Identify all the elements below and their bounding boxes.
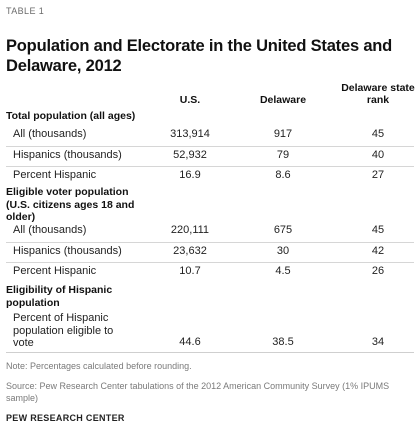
cell-rank: 45 [371, 128, 385, 140]
row-divider [6, 262, 414, 263]
organization-credit: PEW RESEARCH CENTER [6, 413, 125, 423]
column-header-us: U.S. [179, 94, 201, 106]
section-heading-eligibility: Eligibility of Hispanic population [6, 284, 113, 309]
cell-delaware: 79 [276, 149, 290, 161]
row-label: Percent of Hispanic population eligible … [13, 312, 114, 349]
cell-rank: 34 [371, 336, 385, 348]
cell-us: 220,111 [170, 224, 210, 236]
row-label: Percent Hispanic [13, 169, 97, 181]
row-label: Hispanics (thousands) [13, 149, 122, 161]
section-heading-total-population: Total population (all ages) [6, 110, 136, 122]
table-row: Hispanics (thousands) 52,932 79 40 [0, 146, 420, 166]
cell-rank: 26 [371, 265, 385, 277]
column-header-delaware: Delaware [259, 94, 307, 106]
cell-delaware: 8.6 [275, 169, 291, 181]
row-label: All (thousands) [13, 224, 87, 236]
table-row: All (thousands) 220,111 675 45 [0, 222, 420, 242]
row-divider [6, 146, 414, 147]
table-row: Hispanics (thousands) 23,632 30 42 [0, 242, 420, 262]
table-title: Population and Electorate in the United … [6, 37, 393, 75]
table-row: Percent of Hispanic population eligible … [0, 312, 420, 352]
cell-us: 44.6 [179, 336, 201, 348]
row-divider [6, 242, 414, 243]
cell-us: 10.7 [179, 265, 201, 277]
cell-us: 52,932 [173, 149, 207, 161]
cell-us: 313,914 [170, 128, 210, 140]
row-label: Hispanics (thousands) [13, 245, 122, 257]
cell-rank: 27 [371, 169, 385, 181]
table-label: TABLE 1 [6, 6, 45, 16]
table-row: Percent Hispanic 16.9 8.6 27 [0, 166, 420, 186]
cell-rank: 45 [371, 224, 385, 236]
row-divider [6, 166, 414, 167]
table-row: All (thousands) 313,914 917 45 [0, 126, 420, 146]
cell-delaware: 4.5 [275, 265, 291, 277]
cell-delaware: 675 [273, 224, 293, 236]
table-bottom-rule [6, 352, 414, 353]
cell-rank: 40 [371, 149, 385, 161]
cell-us: 23,632 [173, 245, 207, 257]
cell-us: 16.9 [179, 169, 201, 181]
table-source: Source: Pew Research Center tabulations … [6, 381, 390, 403]
cell-delaware: 30 [276, 245, 290, 257]
cell-delaware: 38.5 [272, 336, 294, 348]
cell-delaware: 917 [273, 128, 293, 140]
table-row: Percent Hispanic 10.7 4.5 26 [0, 262, 420, 282]
row-label: Percent Hispanic [13, 265, 97, 277]
table-note: Note: Percentages calculated before roun… [6, 361, 192, 371]
row-label: All (thousands) [13, 128, 87, 140]
section-heading-eligible-voters: Eligible voter population (U.S. citizens… [6, 186, 135, 223]
column-header-rank: Delaware state rank [341, 82, 415, 106]
cell-rank: 42 [371, 245, 385, 257]
